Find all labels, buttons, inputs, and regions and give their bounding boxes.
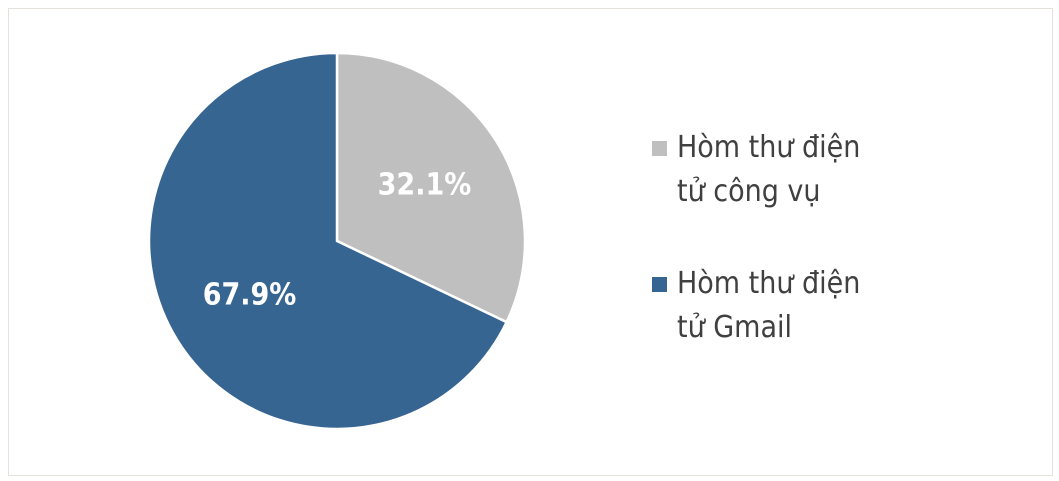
legend: Hòm thư điện tử công vụ Hòm thư điện tử G… [652,126,912,398]
pie-slice [335,51,527,324]
legend-label: Hòm thư điện tử Gmail [677,266,861,345]
pie-slice [147,51,509,431]
slice-label: 67.9% [203,278,297,313]
legend-swatch [652,277,667,292]
legend-item: Hòm thư điện tử Gmail [652,262,912,350]
legend-swatch [652,141,667,156]
slice-label: 32.1% [378,167,472,202]
legend-item: Hòm thư điện tử công vụ [652,126,912,214]
legend-label: Hòm thư điện tử công vụ [677,130,861,209]
chart-frame [8,8,1053,476]
